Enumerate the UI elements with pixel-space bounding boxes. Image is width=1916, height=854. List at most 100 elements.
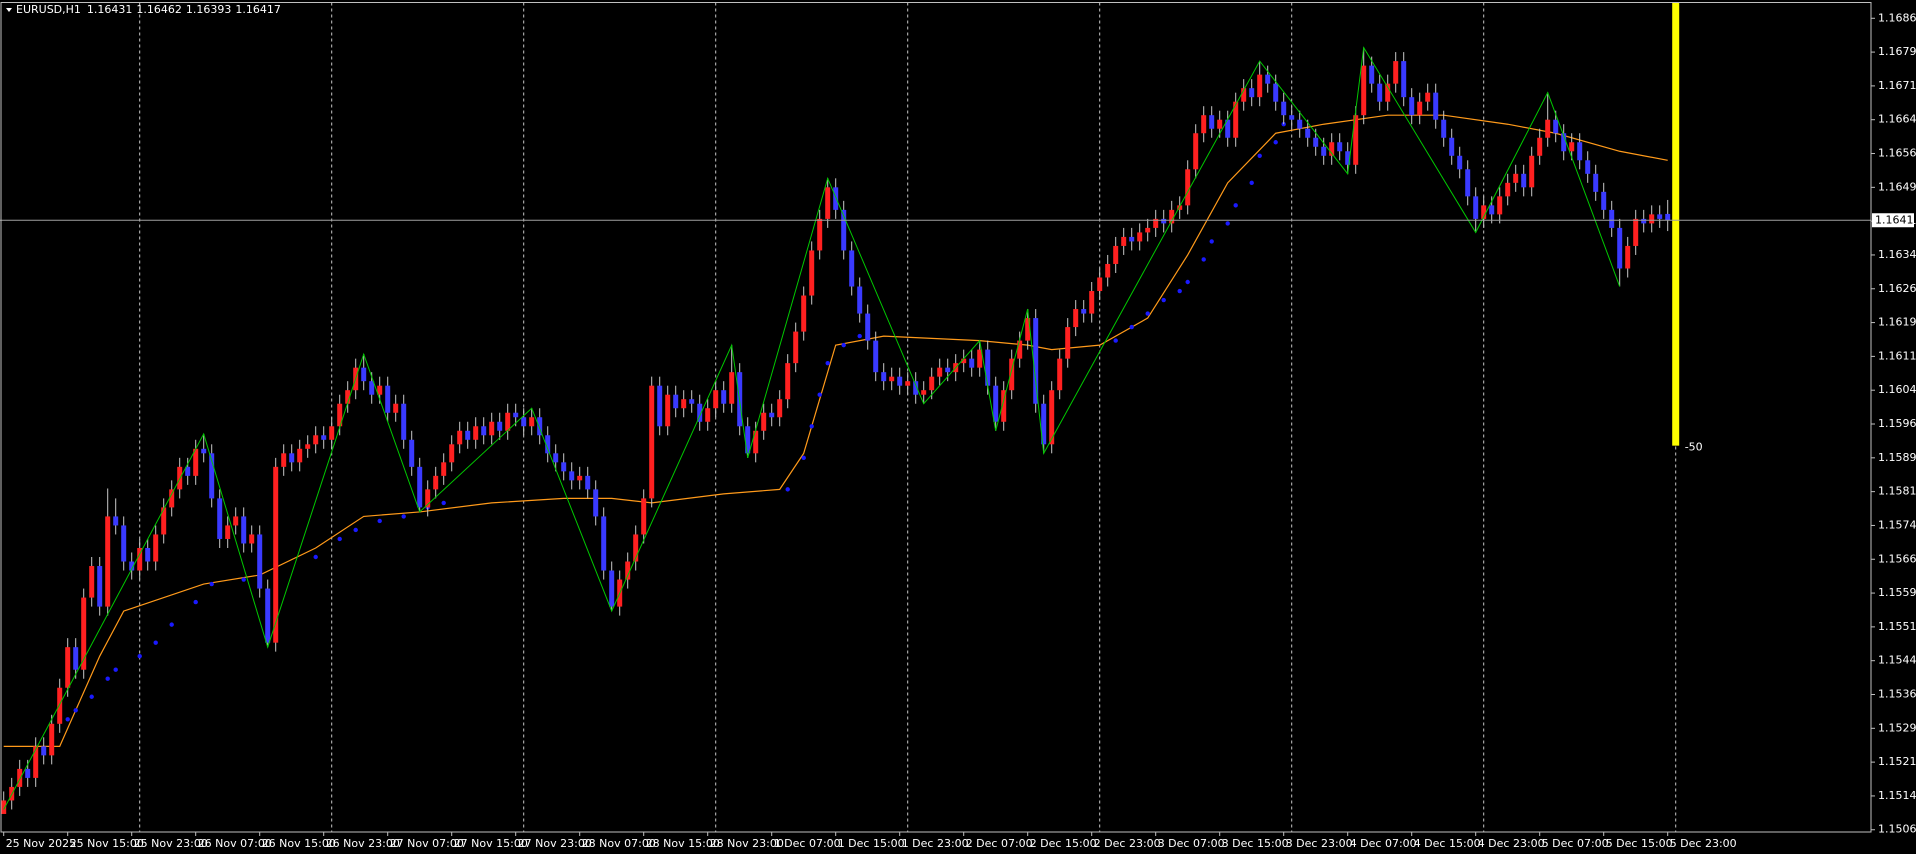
candle-body [865, 313, 871, 341]
signal-dot [801, 455, 806, 461]
y-tick-label: 1.15365 [1878, 688, 1916, 701]
signal-dot [153, 640, 158, 645]
candle-body [1361, 65, 1367, 116]
signal-dot [105, 676, 110, 681]
candle-body [1457, 155, 1463, 170]
candle-body [81, 597, 87, 670]
candle-body [1409, 97, 1415, 116]
x-tick-label: 3 Dec 15:00 [1222, 837, 1289, 850]
high-value: 1.16462 [136, 3, 182, 16]
candle-body [649, 385, 655, 499]
signal-dot [1257, 153, 1262, 158]
y-tick-label: 1.16565 [1878, 147, 1916, 160]
candle-body [537, 417, 543, 436]
candle-body [881, 372, 887, 382]
candle-body [57, 687, 63, 724]
candle-body [249, 534, 255, 544]
candle-body [1105, 263, 1111, 278]
candle-body [1513, 173, 1519, 183]
candle-body [169, 489, 175, 508]
candle-body [705, 408, 711, 422]
candle-body [105, 516, 111, 607]
candle-body [969, 358, 975, 368]
signal-dot [1185, 279, 1190, 285]
candle-body [1121, 236, 1127, 246]
candle-body [1569, 142, 1575, 152]
x-tick-label: 28 Nov 15:00 [646, 837, 720, 850]
candle-body [89, 566, 95, 598]
candle-body [961, 358, 967, 364]
candle-body [1161, 218, 1167, 224]
candle-body [817, 218, 823, 251]
candle-body [1169, 209, 1175, 224]
candle-body [25, 768, 31, 778]
candle-body [1337, 142, 1343, 152]
candle-body [1281, 101, 1287, 116]
candle-body [441, 462, 447, 476]
candle-body [689, 399, 695, 404]
candle-body [1001, 390, 1007, 422]
signal-dot [337, 536, 342, 542]
menu-arrow[interactable] [6, 8, 12, 12]
candle-body [697, 403, 703, 422]
candle-body [1201, 115, 1207, 134]
candle-body [1385, 83, 1391, 102]
signal-dot [113, 667, 118, 672]
candle-body [641, 498, 647, 535]
candle-body [1073, 309, 1079, 328]
candle-body [633, 534, 639, 562]
candle-body [1225, 119, 1231, 138]
candle-body [153, 534, 159, 562]
candle-body [713, 390, 719, 409]
candle-body [673, 394, 679, 409]
candle-body [161, 507, 167, 535]
candle-body [945, 367, 951, 373]
candle-body [1521, 173, 1527, 188]
signal-dot [1273, 140, 1278, 145]
candle-body [825, 187, 831, 219]
candle-body [753, 430, 759, 454]
signal-dot [169, 622, 174, 627]
x-tick-label: 1 Dec 15:00 [838, 837, 905, 850]
candle-body [1257, 74, 1263, 98]
candle-body [345, 390, 351, 404]
candle-body [1305, 128, 1311, 138]
y-tick-label: 1.16790 [1878, 45, 1916, 58]
candle-body [769, 412, 775, 418]
candle-body [1033, 318, 1039, 404]
y-tick-label: 1.15590 [1878, 586, 1916, 599]
candle-body [985, 349, 991, 386]
candle-body [937, 367, 943, 377]
signal-dot [857, 333, 862, 339]
y-tick-label: 1.16340 [1878, 248, 1916, 261]
candle-body [1137, 232, 1143, 242]
y-tick-label: 1.16640 [1878, 113, 1916, 126]
x-tick-label: 5 Dec 07:00 [1542, 837, 1609, 850]
candle-body [497, 421, 503, 431]
candle-body [73, 647, 79, 670]
signal-dot [353, 527, 358, 533]
candle-body [1089, 291, 1095, 314]
candle-body [217, 498, 223, 539]
signal-dot [1209, 239, 1214, 244]
x-tick-label: 3 Dec 23:00 [1286, 837, 1353, 850]
y-tick-label: 1.16190 [1878, 316, 1916, 329]
candle-body [409, 439, 415, 467]
y-tick-label: 1.16265 [1878, 282, 1916, 295]
candle-body [1601, 191, 1607, 210]
y-tick-label: 1.16490 [1878, 180, 1916, 193]
candle-body [313, 435, 319, 445]
candle-body [977, 349, 983, 368]
candle-body [1081, 309, 1087, 314]
x-tick-label: 27 Nov 15:00 [454, 837, 528, 850]
y-tick-label: 1.15965 [1878, 417, 1916, 430]
candle-body [225, 525, 231, 539]
candle-body [401, 403, 407, 440]
candle-body [1129, 236, 1135, 242]
candle-body [1433, 92, 1439, 120]
candle-body [801, 295, 807, 332]
y-tick-label: 1.15740 [1878, 518, 1916, 531]
zigzag [3, 46, 1621, 810]
